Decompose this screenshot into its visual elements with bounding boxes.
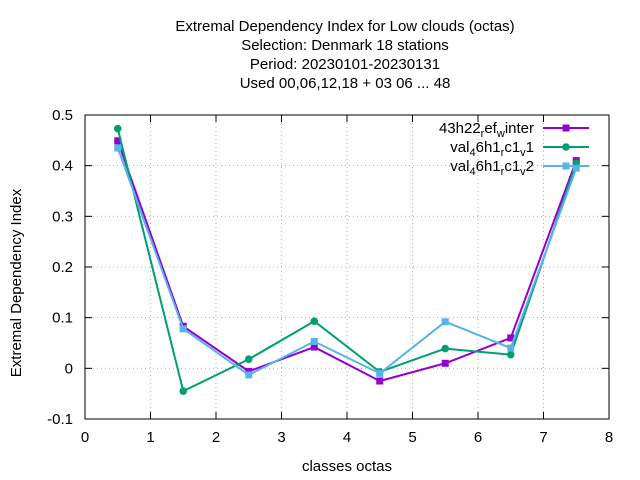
legend-label: val46h1rc1v1 [450, 139, 534, 159]
series-line [116, 140, 578, 382]
y-tick-label: 0.3 [52, 208, 73, 225]
data-point [506, 350, 515, 359]
title-line: Period: 20230101-20230131 [250, 56, 440, 73]
x-tick-label: 8 [605, 429, 613, 446]
series-line [116, 128, 578, 393]
legend-label: 43h22refwinter [439, 120, 534, 140]
y-tick-label: 0.2 [52, 259, 73, 276]
legend-entry: val46h1rc1v1 [450, 139, 589, 159]
series-2 [114, 144, 580, 379]
data-point [310, 317, 319, 326]
data-point [179, 387, 188, 395]
data-point [113, 124, 122, 133]
axis-ticks: 0 1 2 3 4 5 6 7 8 -0.1 0 0.1 0.2 0.3 0.4 0.5 [47, 107, 613, 446]
data-point [376, 377, 384, 385]
legend-marker [562, 124, 570, 132]
x-tick-label: 1 [146, 429, 154, 446]
data-point [244, 355, 253, 364]
x-tick-label: 2 [212, 429, 220, 446]
title-line: Extremal Dependency Index for Low clouds… [175, 18, 514, 35]
data-point [441, 359, 449, 367]
x-tick-label: 6 [474, 429, 482, 446]
data-point [114, 137, 122, 145]
legend-label: val46h1rc1v2 [450, 158, 534, 178]
grid [85, 115, 609, 419]
chart-title: Extremal Dependency Index for Low clouds… [175, 18, 514, 92]
data-point [441, 344, 450, 353]
title-line: Used 00,06,12,18 + 03 06 ... 48 [240, 75, 451, 92]
x-tick-label: 0 [81, 429, 89, 446]
x-tick-label: 3 [277, 429, 285, 446]
data-point [441, 318, 449, 326]
series-line [116, 147, 578, 376]
data-point [507, 344, 515, 352]
data-point [572, 164, 580, 172]
legend-entry: val46h1rc1v2 [450, 158, 589, 178]
data-point [179, 325, 187, 333]
data-point [114, 144, 122, 152]
x-tick-label: 5 [408, 429, 416, 446]
series-lines [113, 124, 581, 395]
y-tick-label: 0.4 [52, 158, 73, 175]
title-line: Selection: Denmark 18 stations [241, 37, 449, 54]
data-point [310, 343, 318, 351]
data-point [245, 371, 253, 379]
legend-marker [562, 162, 570, 170]
data-point [507, 334, 515, 342]
data-point [310, 337, 318, 345]
legend-marker [562, 143, 570, 151]
y-tick-label: 0.5 [52, 107, 73, 124]
y-tick-label: 0 [65, 360, 73, 377]
y-tick-label: 0.1 [52, 310, 73, 327]
y-tick-label: -0.1 [47, 411, 73, 428]
y-axis-label: Extremal Dependency Index [8, 188, 25, 377]
x-tick-label: 4 [343, 429, 351, 446]
legend-entry: 43h22refwinter [439, 120, 589, 140]
x-axis-label: classes octas [302, 458, 392, 475]
x-tick-label: 7 [539, 429, 547, 446]
data-point [245, 367, 253, 375]
data-point [376, 369, 384, 377]
